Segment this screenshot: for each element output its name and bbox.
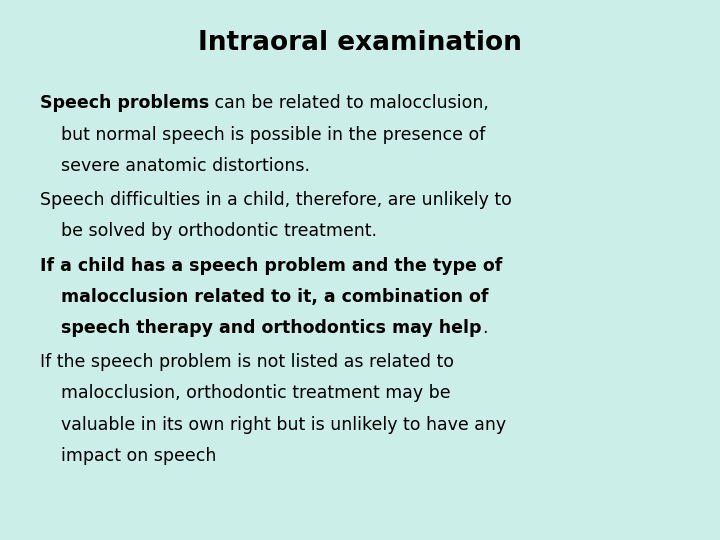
Text: Speech problems: Speech problems [40, 94, 209, 112]
Text: be solved by orthodontic treatment.: be solved by orthodontic treatment. [61, 222, 377, 240]
Text: valuable in its own right but is unlikely to have any: valuable in its own right but is unlikel… [61, 416, 506, 434]
Text: .: . [482, 319, 487, 337]
Text: speech therapy and orthodontics may help: speech therapy and orthodontics may help [61, 319, 482, 337]
Text: Speech difficulties in a child, therefore, are unlikely to: Speech difficulties in a child, therefor… [40, 191, 511, 209]
Text: can be related to malocclusion,: can be related to malocclusion, [209, 94, 489, 112]
Text: malocclusion related to it, a combination of: malocclusion related to it, a combinatio… [61, 288, 489, 306]
Text: severe anatomic distortions.: severe anatomic distortions. [61, 157, 310, 175]
Text: but normal speech is possible in the presence of: but normal speech is possible in the pre… [61, 126, 485, 144]
Text: If a child has a speech problem and the type of: If a child has a speech problem and the … [40, 256, 502, 274]
Text: impact on speech: impact on speech [61, 447, 217, 465]
Text: If the speech problem is not listed as related to: If the speech problem is not listed as r… [40, 353, 454, 371]
Text: malocclusion, orthodontic treatment may be: malocclusion, orthodontic treatment may … [61, 384, 451, 402]
Text: Intraoral examination: Intraoral examination [198, 30, 522, 56]
